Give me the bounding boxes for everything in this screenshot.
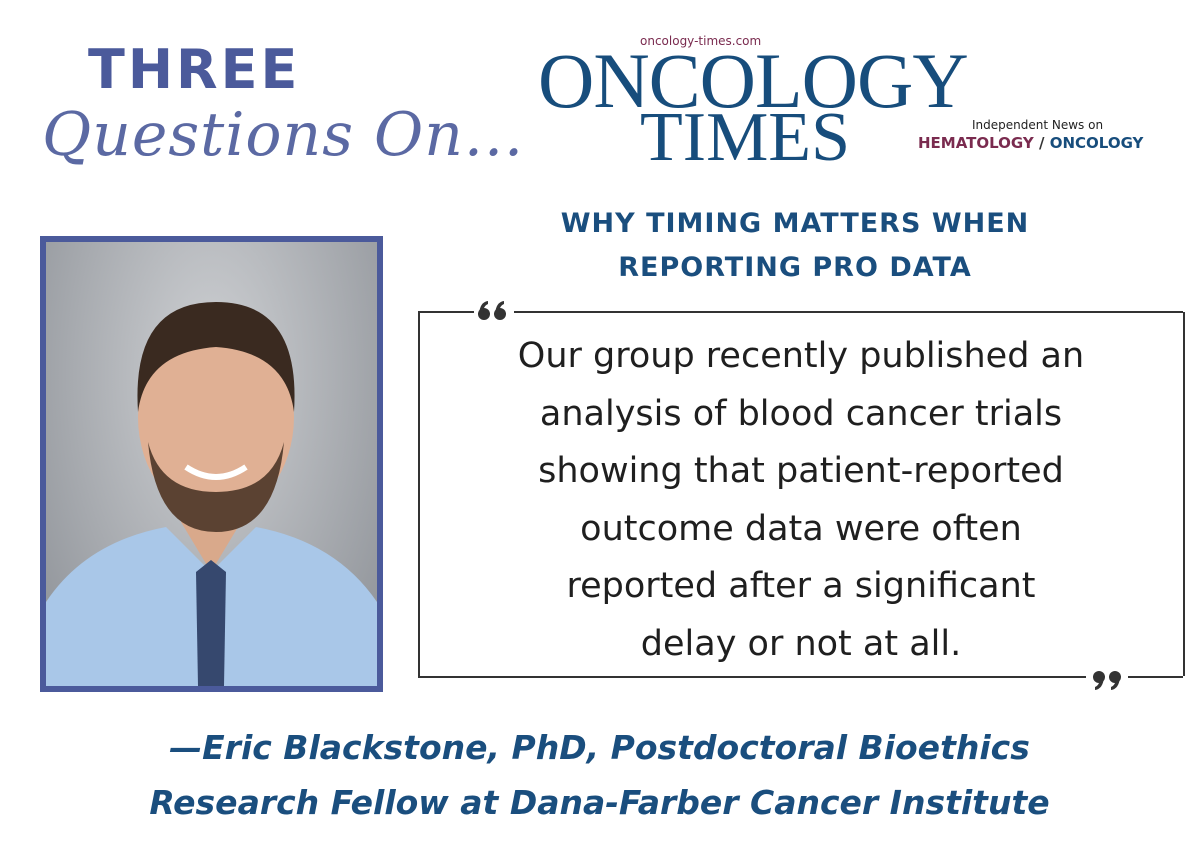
field: ONCOLOGY: [1049, 134, 1144, 152]
separator: /: [1039, 134, 1045, 152]
quote-frame: [418, 312, 1185, 676]
series-title: THREE: [88, 38, 301, 101]
quote: Our group recently published an analysis…: [420, 328, 1182, 673]
quote-line: analysis of blood cancer trials: [539, 393, 1063, 434]
logo-tagline: Independent News on: [972, 118, 1104, 132]
quote-decoration: [418, 301, 1183, 690]
quote-line: Our group recently published an: [517, 336, 1085, 376]
portrait-illustration: [46, 302, 377, 686]
headline-line: REPORTING PRO DATA: [618, 252, 972, 283]
field: HEMATOLOGY: [918, 134, 1034, 152]
series-subtitle: Questions On...: [42, 100, 525, 170]
logo-fields: HEMATOLOGY / ONCOLOGY: [918, 134, 1143, 152]
quote-line: outcome data were often: [580, 508, 1022, 549]
quote-line: delay or not at all.: [640, 623, 962, 664]
attribution-line: Research Fellow at Dana-Farber Cancer In…: [149, 783, 1050, 822]
logo-name: TIMES: [640, 99, 850, 176]
portrait: [40, 236, 383, 692]
quote-line: reported after a significant: [566, 566, 1036, 606]
logo-url: oncology-times.com: [640, 34, 762, 48]
headline-line: WHY TIMING MATTERS WHEN: [560, 208, 1030, 239]
logo-name: ONCOLOGY: [538, 37, 969, 124]
attribution: —Eric Blackstone, PhD, Postdoctoral Bioe…: [0, 720, 1199, 830]
headline: WHY TIMING MATTERS WHEN REPORTING PRO DA…: [420, 202, 1170, 290]
attribution-line: —Eric Blackstone, PhD, Postdoctoral Bioe…: [169, 728, 1030, 767]
quote-line: showing that patient-reported: [538, 451, 1064, 491]
